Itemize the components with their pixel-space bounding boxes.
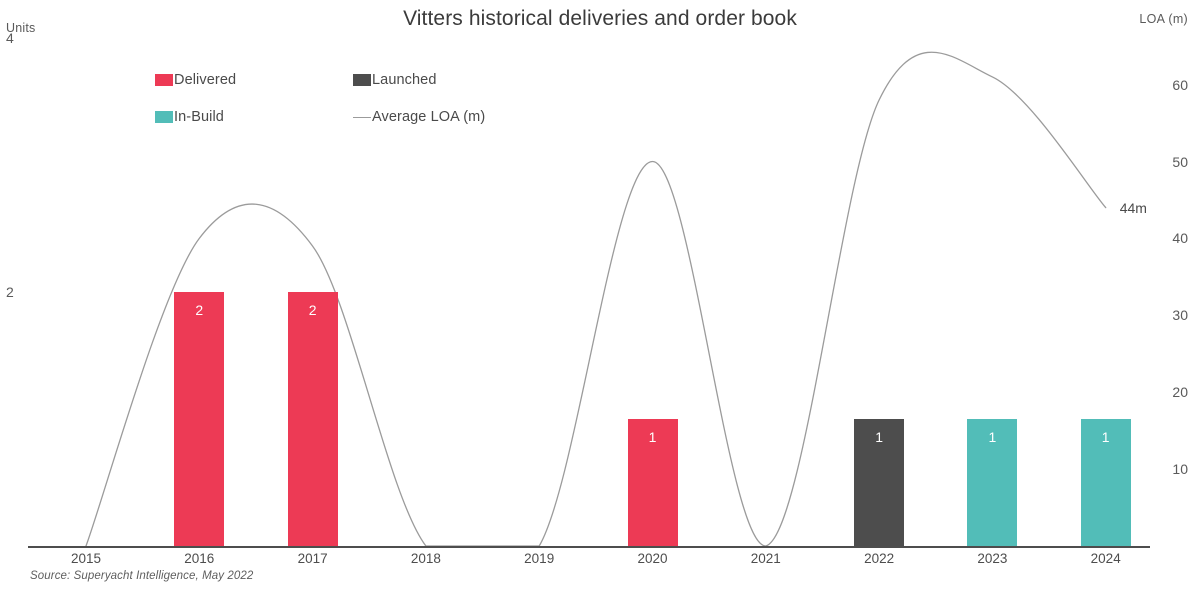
bar[interactable]: 1 bbox=[854, 419, 905, 546]
bar-value-label: 1 bbox=[1101, 429, 1110, 445]
y-tick-label: 2 bbox=[6, 284, 14, 300]
chart-title: Vitters historical deliveries and order … bbox=[403, 7, 797, 30]
bar[interactable]: 1 bbox=[967, 419, 1018, 546]
bar[interactable]: 2 bbox=[174, 292, 225, 546]
bar[interactable]: 2 bbox=[287, 292, 338, 546]
x-tick-label: 2018 bbox=[410, 551, 441, 566]
curve-end-label: 44m bbox=[1119, 199, 1147, 216]
x-tick-label: 2017 bbox=[297, 551, 328, 566]
y-tick-label: 4 bbox=[6, 30, 14, 46]
legend-swatch-icon bbox=[155, 111, 173, 123]
x-tick-label: 2015 bbox=[70, 551, 102, 566]
legend-item[interactable]: Average LOA (m) bbox=[353, 109, 485, 125]
bar-value-label: 2 bbox=[195, 302, 204, 318]
bar[interactable]: 1 bbox=[627, 419, 678, 546]
x-tick-label: 2022 bbox=[864, 551, 895, 566]
legend-item-label: Delivered bbox=[174, 72, 237, 88]
legend-line-icon bbox=[353, 111, 371, 123]
x-axis-baseline bbox=[28, 546, 1150, 548]
x-tick-label: 2024 bbox=[1090, 551, 1121, 566]
legend-item[interactable]: Delivered bbox=[155, 72, 236, 88]
y2-axis-caption: LOA (m) bbox=[1139, 12, 1188, 26]
x-tick-label: 2021 bbox=[750, 551, 781, 566]
legend-item-label: In-Build bbox=[174, 109, 224, 125]
bar-value-label: 1 bbox=[988, 429, 997, 445]
legend-swatch-icon bbox=[353, 74, 371, 86]
y2-tick-label: 40 bbox=[1172, 230, 1188, 247]
y2-tick-label: 10 bbox=[1172, 461, 1188, 478]
bar[interactable]: 1 bbox=[1080, 419, 1131, 546]
y-axis-caption: Units bbox=[6, 21, 36, 35]
chart-legend: Delivered Launched In-Build Average LOA (m) bbox=[155, 70, 575, 128]
legend-swatch-icon bbox=[155, 74, 173, 86]
bar-value-label: 1 bbox=[875, 429, 883, 445]
y2-tick-label: 60 bbox=[1172, 76, 1188, 93]
legend-item[interactable]: Launched bbox=[353, 72, 437, 88]
bar-value-label: 2 bbox=[308, 302, 317, 318]
source-note: Source: Superyacht Intelligence, May 202… bbox=[30, 570, 254, 582]
x-tick-label: 2016 bbox=[184, 551, 215, 566]
y2-tick-label: 30 bbox=[1172, 307, 1188, 324]
x-tick-label: 2019 bbox=[524, 551, 555, 566]
y2-tick-label: 50 bbox=[1172, 153, 1188, 170]
legend-item[interactable]: In-Build bbox=[155, 109, 224, 125]
bar-value-label: 1 bbox=[648, 429, 657, 445]
y2-tick-label: 20 bbox=[1172, 384, 1188, 401]
x-tick-label: 2020 bbox=[637, 551, 668, 566]
x-tick-label: 2023 bbox=[977, 551, 1008, 566]
legend-item-label: Launched bbox=[372, 72, 437, 88]
legend-item-label: Average LOA (m) bbox=[372, 109, 486, 125]
